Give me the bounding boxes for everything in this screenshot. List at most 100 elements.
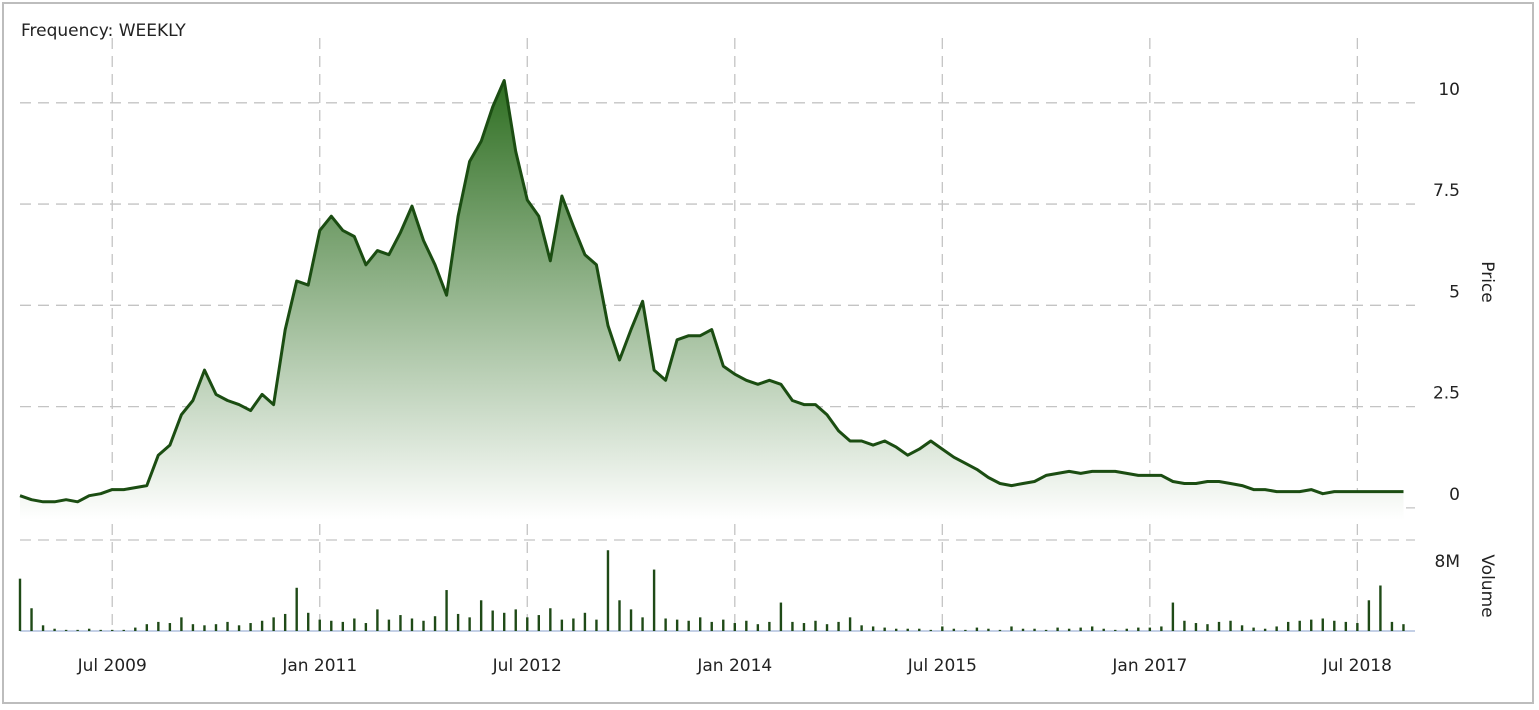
volume-bar <box>560 619 564 631</box>
volume-bar <box>583 612 587 631</box>
volume-bar <box>871 626 875 631</box>
volume-bar <box>906 628 909 631</box>
volume-bar <box>825 624 829 631</box>
volume-bar <box>722 619 725 631</box>
volume-bar <box>652 569 656 631</box>
y-tick-label: 2.5 <box>1433 384 1460 404</box>
y-axis-label: Price <box>1477 261 1497 302</box>
volume-bar <box>260 620 264 631</box>
x-tick-label: Jan 2014 <box>696 656 772 676</box>
volume-bar <box>283 613 287 631</box>
volume-bar <box>1379 585 1382 631</box>
volume-bar <box>1275 626 1278 631</box>
volume-bar <box>1263 628 1267 631</box>
volume-bar <box>1021 628 1025 631</box>
volume-bar <box>1206 624 1209 631</box>
volume-bar <box>1160 626 1163 631</box>
volume-bar <box>203 625 206 631</box>
volume-bar <box>410 618 414 631</box>
volume-bar <box>1171 602 1175 631</box>
volume-bar <box>1114 629 1117 631</box>
volume-bar <box>456 613 460 631</box>
volume-bar <box>1033 628 1036 631</box>
price-area <box>20 80 1404 520</box>
volume-bar <box>1390 621 1394 631</box>
y-tick-label: 7.5 <box>1433 181 1460 201</box>
volume-bar <box>341 621 345 631</box>
volume-bar <box>537 615 541 631</box>
volume-bar <box>433 616 437 631</box>
volume-bar <box>87 628 91 631</box>
volume-bar <box>168 623 172 631</box>
volume-bar <box>1229 620 1232 631</box>
y2-axis-label: Volume <box>1477 554 1497 617</box>
volume-bar <box>307 612 310 631</box>
volume-bar <box>1217 621 1221 631</box>
y-tick-label: 10 <box>1438 80 1460 100</box>
volume-bar <box>237 625 241 631</box>
volume-bar <box>837 621 840 631</box>
volume-bar <box>1044 629 1048 631</box>
volume-bar <box>918 628 921 631</box>
volume-bar <box>756 624 760 631</box>
volume-bar <box>929 629 932 631</box>
volume-bar <box>733 623 736 631</box>
volume-bar <box>595 619 598 631</box>
volume-bar <box>295 587 298 631</box>
y-tick-label: 5 <box>1449 282 1460 302</box>
volume-bar <box>514 609 517 631</box>
volume-bar <box>1090 626 1094 631</box>
volume-bar <box>1321 618 1324 631</box>
volume-bar <box>687 620 690 631</box>
volume-bar <box>814 620 817 631</box>
volume-bar <box>779 602 783 631</box>
volume-bar <box>387 619 391 631</box>
volume-bar <box>975 627 979 631</box>
volume-bar <box>606 550 610 631</box>
volume-bar <box>1286 621 1290 631</box>
volume-bar <box>1240 625 1244 631</box>
volume-bar <box>145 624 149 631</box>
volume-bar <box>191 624 195 631</box>
volume-bar <box>1252 627 1255 631</box>
volume-bar <box>364 623 368 631</box>
volume-bar <box>111 629 114 631</box>
volume-bar <box>952 628 956 631</box>
volume-bar <box>18 578 22 631</box>
volume-bar <box>641 617 644 631</box>
volume-bar <box>987 628 990 631</box>
volume-bar <box>1125 628 1128 631</box>
volume-bar <box>848 617 852 631</box>
x-tick-label: Jul 2009 <box>77 656 147 676</box>
volume-bar <box>30 608 33 631</box>
volume-bar <box>122 629 125 631</box>
x-tick-label: Jul 2012 <box>492 656 562 676</box>
volume-bar <box>479 600 483 631</box>
volume-bar <box>41 625 45 631</box>
volume-bar <box>1344 621 1348 631</box>
volume-bar <box>699 617 702 631</box>
volume-bar <box>572 618 575 631</box>
volume-bar <box>802 623 806 631</box>
volume-bar <box>675 619 679 631</box>
volume-bar <box>503 612 506 631</box>
volume-bar <box>860 625 863 631</box>
volume-bar <box>376 609 379 631</box>
volume-bar <box>629 609 633 631</box>
volume-bar <box>1298 620 1301 631</box>
volume-bar <box>180 617 183 631</box>
volume-bar <box>618 600 621 631</box>
volume-bar <box>64 629 68 631</box>
volume-bar <box>445 590 448 631</box>
volume-bar <box>768 621 771 631</box>
volume-bar <box>710 621 713 631</box>
volume-bar <box>998 629 1002 631</box>
volume-bar <box>76 629 79 631</box>
volume-bar <box>1356 623 1359 631</box>
volume-bar <box>214 624 218 631</box>
volume-bar <box>272 617 275 631</box>
x-tick-label: Jul 2018 <box>1322 656 1392 676</box>
